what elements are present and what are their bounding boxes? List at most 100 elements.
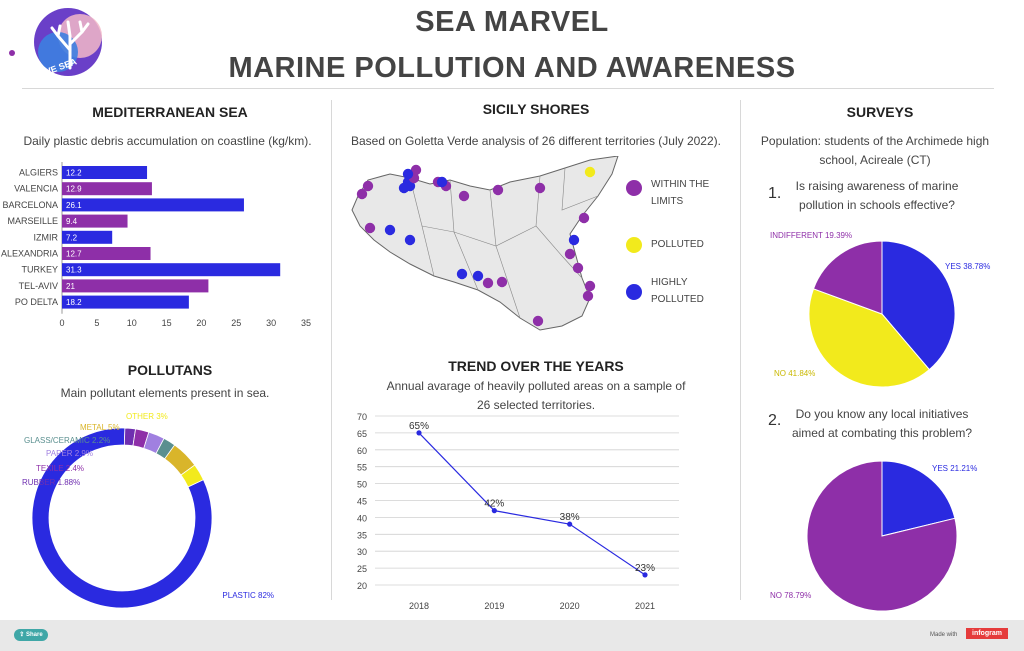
y-tick-label: 35 [357,530,367,540]
bar-category-label: TEL-AVIV [19,281,58,291]
pie-slice-label: INDIFFERENT 19.39% [770,231,852,240]
footer-bar [0,620,1024,651]
x-tick-label: 2020 [560,601,580,611]
trend-value-label: 65% [409,421,429,432]
legend-within-limits-line2: LIMITS [651,196,684,207]
x-tick-label: 35 [301,318,311,328]
survey-q1-pie-chart: YES 38.78% NO 41.84% INDIFFERENT 19.39% [770,231,990,388]
column-divider [331,100,332,600]
share-button[interactable]: ⇪ Share [14,629,48,641]
bar [62,166,148,179]
x-tick-label: 5 [94,318,99,328]
logo: WE SEA [28,6,106,84]
column-divider [740,100,741,600]
y-tick-label: 70 [357,412,367,422]
pie-slice-label: NO 41.84% [774,369,815,378]
bar-value-label: 26.1 [66,201,82,210]
y-tick-label: 55 [357,463,367,473]
map-site-dot [458,190,470,202]
map-site-dot [568,234,580,246]
bar [62,263,281,277]
bar-value-label: 7.2 [66,233,78,242]
trend-point [416,430,422,436]
q1-line2: pollution in schools effective? [799,198,955,212]
map-site-dot [572,262,584,274]
donut-slice-label: METAL 5% [80,423,120,432]
donut-slice-label: TEXILE 2.4% [36,464,84,473]
bar-chart: ALGIERS 12.2 VALENCIA 12.9 BARCELONA 26.1 MARS… [1,162,311,328]
map-site-dot [398,182,410,194]
map-site-dot [384,224,396,236]
x-tick-label: 25 [231,318,241,328]
map-site-dot [472,270,484,282]
legend-highly-polluted-line2: POLLUTED [651,294,704,305]
bar [62,230,113,244]
legend-polluted-label: POLLUTED [651,239,704,250]
mediterranean-subtitle: Daily plastic debris accumulation on coa… [23,134,312,148]
bar-category-label: MARSEILLE [7,216,58,226]
bar [62,198,244,212]
donut-slice-label: OTHER 3% [126,412,168,421]
bar [62,295,189,309]
legend-highly-polluted-swatch [626,284,642,300]
x-tick-label: 20 [196,318,206,328]
q1-line1: Is raising awareness of marine [795,179,959,193]
bar-value-label: 9.4 [66,217,78,226]
q2-line1: Do you know any local initiatives [795,407,969,421]
bar-category-label: ALGIERS [19,168,58,178]
page-title: SEA MARVEL [415,6,609,38]
y-tick-label: 40 [357,513,367,523]
pie-slice [806,460,958,612]
bar-category-label: BARCELONA [2,200,58,210]
surveys-subtitle-line2: school, Acireale (CT) [819,153,931,167]
page-subtitle: MARINE POLLUTION AND AWARENESS [228,52,796,84]
pie-slice-label: YES 21.21% [932,464,977,473]
pie-slice-label: YES 38.78% [945,262,990,271]
surveys-subtitle-line1: Population: students of the Archimede hi… [760,134,990,148]
map-site-dot [436,176,448,188]
bar-value-label: 12.9 [66,185,82,194]
q2-line2: aimed at combating this problem? [791,426,973,440]
bar-value-label: 12.2 [66,169,82,178]
x-tick-label: 15 [162,318,172,328]
y-tick-label: 60 [357,446,367,456]
logo-dot [9,50,15,56]
pie-slice-label: NO 78.79% [770,591,811,600]
legend-highly-polluted-line1: HIGHLY [651,277,688,288]
bar-category-label: IZMIR [34,232,59,242]
bar [62,214,128,228]
map-site-dot [404,234,416,246]
y-tick-label: 65 [357,429,367,439]
map-site-dot [410,164,422,176]
pie-slice [881,460,956,537]
map-site-dot [356,188,368,200]
x-tick-label: 2018 [409,601,429,611]
sicily-legend: WITHIN THE LIMITS POLLUTED HIGHLY POLLUT… [626,176,736,316]
map-site-dot [582,290,594,302]
map-site-dot [402,168,414,180]
bar-category-label: ALEXANDRIA [1,249,58,259]
legend-within-limits-line1: WITHIN THE [651,179,710,190]
header-divider [22,88,994,89]
trend-title: TREND OVER THE YEARS [448,358,624,374]
infogram-brand-link[interactable]: infogram [966,628,1008,639]
q2-number: 2. [768,412,782,429]
pie-slice [881,240,956,371]
map-site-dot [456,268,468,280]
share-button-label: Share [26,632,43,638]
sicily-subtitle: Based on Goletta Verde analysis of 26 di… [351,134,721,148]
trend-subtitle-line1: Annual avarage of heavily polluted areas… [386,379,686,393]
map-site-dot [362,180,374,192]
made-with-label: Made with [930,632,958,638]
bar [62,279,209,293]
trend-value-label: 38% [560,512,580,523]
x-tick-label: 2021 [635,601,655,611]
x-tick-label: 2019 [484,601,504,611]
donut-slice [180,464,204,488]
y-tick-label: 50 [357,480,367,490]
map-site-dot [364,222,376,234]
bar [62,247,151,260]
y-tick-label: 45 [357,497,367,507]
surveys-title: SURVEYS [846,104,914,120]
survey-q2-pie-chart: YES 21.21% NO 78.79% [770,460,977,612]
